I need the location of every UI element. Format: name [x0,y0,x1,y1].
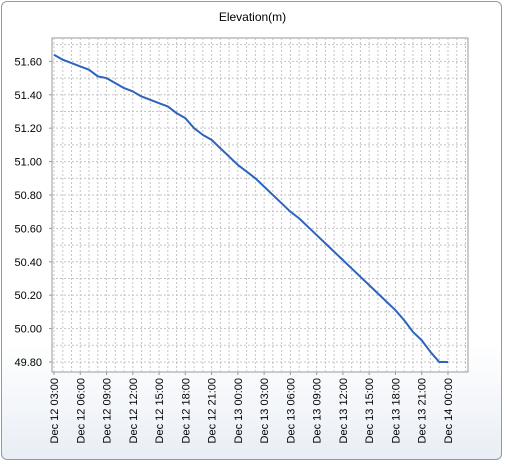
y-tick-label: 50.80 [14,190,42,202]
x-tick-label: Dec 12 06:00 [75,378,87,443]
y-tick-label: 51.60 [14,56,42,68]
x-tick-label: Dec 13 06:00 [285,378,297,443]
x-tick-label: Dec 12 21:00 [207,378,219,443]
y-tick-label: 49.80 [14,357,42,369]
y-tick-label: 51.00 [14,157,42,169]
x-axis: Dec 12 03:00 Dec 12 06:00 Dec 12 09:00 Dec … [49,372,455,443]
x-tick-label: Dec 13 00:00 [233,378,245,443]
x-tick-label: Dec 13 15:00 [364,378,376,443]
x-tick-label: Dec 13 09:00 [312,378,324,443]
x-tick-label: Dec 13 12:00 [338,378,350,443]
y-tick-label: 51.40 [14,90,42,102]
x-tick-label: Dec 13 03:00 [259,378,271,443]
chart-title: Elevation(m) [218,10,287,24]
y-tick-label: 50.40 [14,257,42,269]
x-tick-label: Dec 12 03:00 [49,378,61,443]
grid-lines [52,38,468,372]
x-tick-label: Dec 12 15:00 [154,378,166,443]
x-tick-label: Dec 12 12:00 [128,378,140,443]
x-tick-label: Dec 12 18:00 [180,378,192,443]
y-tick-label: 50.60 [14,223,42,235]
x-tick-label: Dec 13 18:00 [390,378,402,443]
y-tick-label: 50.20 [14,290,42,302]
x-tick-label: Dec 13 21:00 [417,378,429,443]
plot-area [51,37,469,373]
y-axis: 51.60 51.40 51.20 51.00 50.80 50.60 50.40 50.20… [14,56,52,369]
x-tick-label: Dec 14 00:00 [443,378,455,443]
y-tick-label: 50.00 [14,324,42,336]
y-tick-label: 51.20 [14,123,42,135]
elevation-series-line [53,53,448,363]
series-layer [53,53,448,363]
x-tick-label: Dec 12 09:00 [102,378,114,443]
